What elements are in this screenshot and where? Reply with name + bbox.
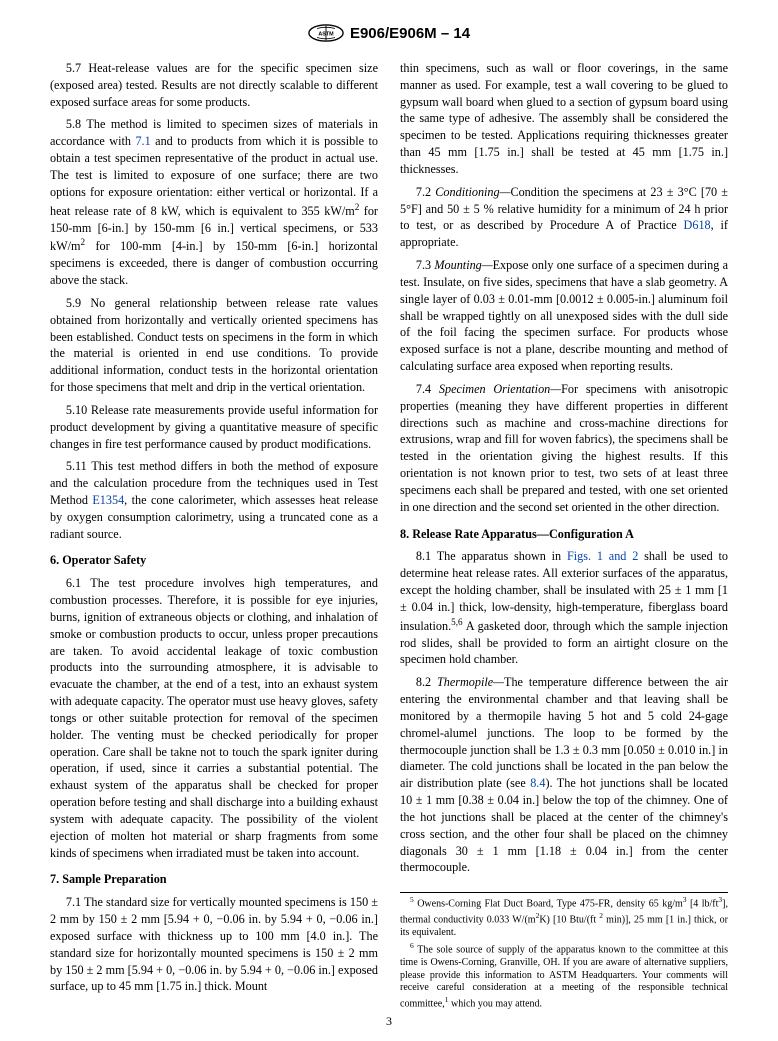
para-7-1: 7.1 The standard size for vertically mou…	[50, 894, 378, 995]
body-columns: 5.7 Heat-release values are for the spec…	[50, 60, 728, 1010]
footnote-6: 6 The sole source of supply of the appar…	[400, 941, 728, 1010]
para-6-1: 6.1 The test procedure involves high tem…	[50, 575, 378, 861]
page-header: ASTM E906/E906M – 14	[50, 24, 728, 42]
heading-7: 7. Sample Preparation	[50, 871, 378, 888]
para-5-11: 5.11 This test method differs in both th…	[50, 458, 378, 542]
para-5-8: 5.8 The method is limited to specimen si…	[50, 116, 378, 288]
link-7-1[interactable]: 7.1	[135, 134, 150, 148]
footnote-5: 5 Owens-Corning Flat Duct Board, Type 47…	[400, 895, 728, 939]
link-figs-1-2[interactable]: Figs. 1 and 2	[567, 549, 638, 563]
para-8-2: 8.2 Thermopile—The temperature differenc…	[400, 674, 728, 876]
link-e1354[interactable]: E1354	[92, 493, 124, 507]
para-7-4: 7.4 Specimen Orientation—For specimens w…	[400, 381, 728, 516]
standard-number: E906/E906M – 14	[350, 25, 470, 42]
para-7-3: 7.3 Mounting—Expose only one surface of …	[400, 257, 728, 375]
para-5-10: 5.10 Release rate measurements provide u…	[50, 402, 378, 452]
para-5-7: 5.7 Heat-release values are for the spec…	[50, 60, 378, 110]
link-d618[interactable]: D618	[684, 218, 711, 232]
para-7-2: 7.2 Conditioning—Condition the specimens…	[400, 184, 728, 251]
page-number: 3	[0, 1014, 778, 1029]
para-7-1-cont: thin specimens, such as wall or floor co…	[400, 60, 728, 178]
heading-6: 6. Operator Safety	[50, 552, 378, 569]
footnotes: 5 Owens-Corning Flat Duct Board, Type 47…	[400, 892, 728, 1010]
astm-logo: ASTM	[308, 24, 344, 42]
svg-text:ASTM: ASTM	[318, 32, 334, 38]
para-5-9: 5.9 No general relationship between rele…	[50, 295, 378, 396]
heading-8: 8. Release Rate Apparatus—Configuration …	[400, 526, 728, 543]
link-8-4[interactable]: 8.4	[530, 776, 545, 790]
para-8-1: 8.1 The apparatus shown in Figs. 1 and 2…	[400, 548, 728, 668]
